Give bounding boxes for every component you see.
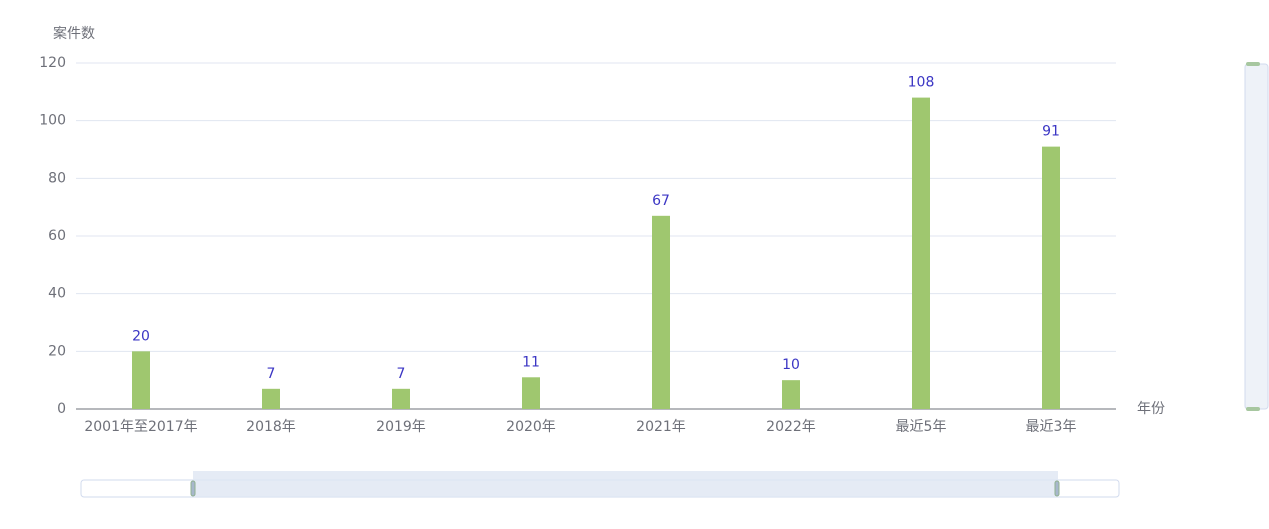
y-tick-label: 40 [48,286,66,302]
x-tick-label: 2022年 [766,419,816,435]
zoom-window[interactable] [193,471,1058,497]
x-tick-label: 2021年 [636,419,686,435]
y-tick-label: 60 [48,228,66,244]
zoom-handle[interactable] [1246,62,1260,66]
value-label: 7 [397,366,406,382]
value-label: 7 [267,366,276,382]
y-tick-label: 100 [39,113,66,129]
y-tick-label: 0 [57,401,66,417]
value-label: 20 [132,328,150,344]
x-axis-title: 年份 [1137,401,1165,417]
x-zoom-slider[interactable] [80,471,1120,498]
bar [392,388,410,409]
bar [782,380,800,409]
value-label: 91 [1042,124,1060,140]
y-tick-label: 120 [39,55,66,71]
bar [262,388,280,409]
bar [912,97,930,409]
value-label: 67 [652,193,670,209]
bar [132,351,150,409]
x-tick-label: 2018年 [246,419,296,435]
value-label: 10 [782,357,800,373]
x-tick-label: 最近3年 [1026,419,1077,435]
zoom-handle[interactable] [190,480,196,497]
y-axis-title: 案件数 [53,25,95,42]
x-tick-label: 2001年至2017年 [84,419,197,435]
bar [522,377,540,409]
y-tick-label: 80 [48,170,66,186]
x-tick-label: 最近5年 [896,419,947,435]
bar [652,215,670,409]
bar [1042,146,1060,409]
value-label: 108 [908,75,935,91]
zoom-handle[interactable] [1246,407,1260,411]
x-tick-label: 2019年 [376,419,426,435]
y-zoom-slider[interactable] [1244,62,1269,411]
zoom-track [1244,63,1269,410]
x-tick-label: 2020年 [506,419,556,435]
zoom-handle[interactable] [1054,480,1060,497]
value-label: 11 [522,354,540,370]
y-tick-label: 20 [48,343,66,359]
